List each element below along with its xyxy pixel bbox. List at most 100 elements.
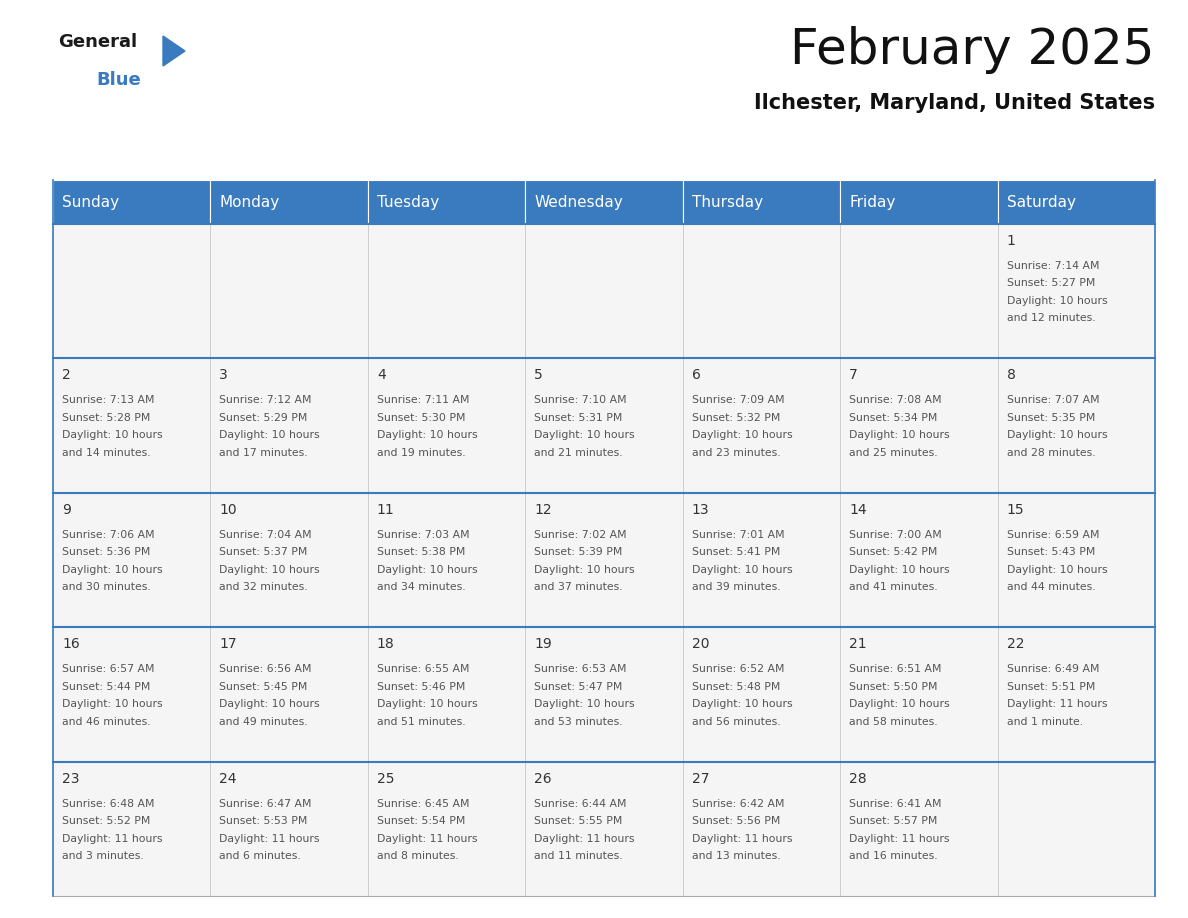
Text: Wednesday: Wednesday — [535, 195, 624, 209]
Text: and 58 minutes.: and 58 minutes. — [849, 717, 937, 727]
Text: Sunrise: 7:06 AM: Sunrise: 7:06 AM — [62, 530, 154, 540]
Text: Sunset: 5:45 PM: Sunset: 5:45 PM — [220, 682, 308, 691]
Text: Ilchester, Maryland, United States: Ilchester, Maryland, United States — [754, 93, 1155, 113]
Text: Sunset: 5:51 PM: Sunset: 5:51 PM — [1006, 682, 1095, 691]
Bar — [210, 224, 368, 358]
Text: 4: 4 — [377, 368, 386, 383]
Text: and 12 minutes.: and 12 minutes. — [1006, 314, 1095, 323]
Text: 21: 21 — [849, 637, 867, 651]
Text: Sunset: 5:37 PM: Sunset: 5:37 PM — [220, 547, 308, 557]
Text: and 21 minutes.: and 21 minutes. — [535, 448, 623, 458]
Text: 6: 6 — [691, 368, 701, 383]
Bar — [210, 180, 368, 224]
Bar — [368, 627, 525, 762]
Text: Daylight: 10 hours: Daylight: 10 hours — [691, 431, 792, 441]
Bar — [998, 180, 1155, 224]
Text: General: General — [58, 33, 137, 51]
Text: Daylight: 10 hours: Daylight: 10 hours — [535, 700, 634, 710]
Bar — [998, 358, 1155, 493]
Text: Sunrise: 7:00 AM: Sunrise: 7:00 AM — [849, 530, 942, 540]
Text: Sunset: 5:36 PM: Sunset: 5:36 PM — [62, 547, 151, 557]
Text: Daylight: 11 hours: Daylight: 11 hours — [691, 834, 792, 844]
Text: Daylight: 11 hours: Daylight: 11 hours — [1006, 700, 1107, 710]
Text: Blue: Blue — [96, 71, 140, 89]
Text: Sunrise: 6:55 AM: Sunrise: 6:55 AM — [377, 665, 469, 674]
Text: and 44 minutes.: and 44 minutes. — [1006, 582, 1095, 592]
Bar — [525, 180, 683, 224]
Text: Sunday: Sunday — [63, 195, 120, 209]
Text: Sunrise: 7:08 AM: Sunrise: 7:08 AM — [849, 396, 942, 406]
Text: and 34 minutes.: and 34 minutes. — [377, 582, 466, 592]
Bar — [998, 493, 1155, 627]
Text: Sunrise: 6:49 AM: Sunrise: 6:49 AM — [1006, 665, 1099, 674]
Text: Daylight: 11 hours: Daylight: 11 hours — [535, 834, 634, 844]
Text: Daylight: 11 hours: Daylight: 11 hours — [849, 834, 949, 844]
Text: Sunset: 5:46 PM: Sunset: 5:46 PM — [377, 682, 466, 691]
Bar — [840, 224, 998, 358]
Text: and 17 minutes.: and 17 minutes. — [220, 448, 308, 458]
Text: Daylight: 10 hours: Daylight: 10 hours — [1006, 431, 1107, 441]
Bar — [210, 762, 368, 896]
Text: and 19 minutes.: and 19 minutes. — [377, 448, 466, 458]
Text: Sunset: 5:48 PM: Sunset: 5:48 PM — [691, 682, 781, 691]
Text: Sunrise: 7:12 AM: Sunrise: 7:12 AM — [220, 396, 312, 406]
Bar — [683, 180, 840, 224]
Text: and 51 minutes.: and 51 minutes. — [377, 717, 466, 727]
Text: Sunrise: 7:11 AM: Sunrise: 7:11 AM — [377, 396, 469, 406]
Text: Sunrise: 6:59 AM: Sunrise: 6:59 AM — [1006, 530, 1099, 540]
Bar — [683, 224, 840, 358]
Text: Sunrise: 6:52 AM: Sunrise: 6:52 AM — [691, 665, 784, 674]
Text: 13: 13 — [691, 503, 709, 517]
Text: 15: 15 — [1006, 503, 1024, 517]
Text: Sunrise: 6:56 AM: Sunrise: 6:56 AM — [220, 665, 312, 674]
Text: 11: 11 — [377, 503, 394, 517]
Text: Sunset: 5:28 PM: Sunset: 5:28 PM — [62, 413, 151, 423]
Text: Sunset: 5:27 PM: Sunset: 5:27 PM — [1006, 278, 1095, 288]
Bar — [525, 224, 683, 358]
Text: Daylight: 10 hours: Daylight: 10 hours — [691, 700, 792, 710]
Text: Daylight: 10 hours: Daylight: 10 hours — [1006, 296, 1107, 306]
Text: and 13 minutes.: and 13 minutes. — [691, 851, 781, 861]
Bar — [998, 627, 1155, 762]
Text: Sunrise: 6:45 AM: Sunrise: 6:45 AM — [377, 799, 469, 809]
Text: Sunset: 5:55 PM: Sunset: 5:55 PM — [535, 816, 623, 826]
Text: Daylight: 10 hours: Daylight: 10 hours — [849, 700, 949, 710]
Bar — [368, 180, 525, 224]
Text: 27: 27 — [691, 772, 709, 786]
Text: and 14 minutes.: and 14 minutes. — [62, 448, 151, 458]
Text: Sunset: 5:47 PM: Sunset: 5:47 PM — [535, 682, 623, 691]
Text: and 3 minutes.: and 3 minutes. — [62, 851, 144, 861]
Text: 23: 23 — [62, 772, 80, 786]
Bar — [368, 762, 525, 896]
Text: Sunrise: 6:42 AM: Sunrise: 6:42 AM — [691, 799, 784, 809]
Bar — [683, 627, 840, 762]
Text: Daylight: 10 hours: Daylight: 10 hours — [220, 700, 320, 710]
Text: 14: 14 — [849, 503, 867, 517]
Text: Daylight: 10 hours: Daylight: 10 hours — [691, 565, 792, 575]
Text: 18: 18 — [377, 637, 394, 651]
Text: Daylight: 11 hours: Daylight: 11 hours — [62, 834, 163, 844]
Text: Sunset: 5:41 PM: Sunset: 5:41 PM — [691, 547, 781, 557]
Bar — [210, 627, 368, 762]
Text: Daylight: 11 hours: Daylight: 11 hours — [377, 834, 478, 844]
Text: Sunset: 5:42 PM: Sunset: 5:42 PM — [849, 547, 937, 557]
Bar — [368, 493, 525, 627]
Text: and 11 minutes.: and 11 minutes. — [535, 851, 623, 861]
Bar — [210, 493, 368, 627]
Text: Sunset: 5:54 PM: Sunset: 5:54 PM — [377, 816, 466, 826]
Text: Daylight: 11 hours: Daylight: 11 hours — [220, 834, 320, 844]
Text: Sunset: 5:57 PM: Sunset: 5:57 PM — [849, 816, 937, 826]
Text: and 8 minutes.: and 8 minutes. — [377, 851, 459, 861]
Bar — [683, 493, 840, 627]
Text: 24: 24 — [220, 772, 236, 786]
Text: and 1 minute.: and 1 minute. — [1006, 717, 1082, 727]
Text: and 39 minutes.: and 39 minutes. — [691, 582, 781, 592]
Text: Sunset: 5:30 PM: Sunset: 5:30 PM — [377, 413, 466, 423]
Bar — [53, 358, 210, 493]
Bar — [840, 493, 998, 627]
Text: 7: 7 — [849, 368, 858, 383]
Text: Saturday: Saturday — [1007, 195, 1076, 209]
Text: and 49 minutes.: and 49 minutes. — [220, 717, 308, 727]
Text: Daylight: 10 hours: Daylight: 10 hours — [62, 431, 163, 441]
Text: and 28 minutes.: and 28 minutes. — [1006, 448, 1095, 458]
